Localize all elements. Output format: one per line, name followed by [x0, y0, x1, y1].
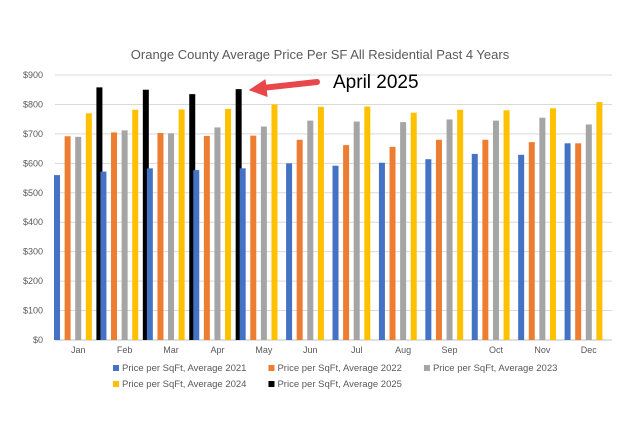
bar: [389, 146, 396, 340]
bar: [446, 119, 453, 340]
x-tick-label: Feb: [117, 345, 133, 355]
y-tick-label: $900: [23, 70, 43, 80]
bar: [121, 130, 128, 340]
y-tick-label: $400: [23, 217, 43, 227]
y-tick-label: $0: [33, 335, 43, 345]
bar: [410, 112, 417, 340]
bar: [168, 133, 175, 340]
legend-swatch: [268, 381, 275, 387]
bar: [54, 175, 61, 340]
bar: [425, 159, 432, 340]
legend-label: Price per SqFt, Average 2023: [433, 363, 557, 374]
bar: [364, 106, 371, 340]
bar: [250, 135, 257, 340]
bar: [271, 104, 278, 340]
bar: [332, 165, 339, 340]
bar: [564, 143, 571, 340]
legend-label: Price per SqFt, Average 2025: [277, 379, 401, 390]
bar: [132, 109, 139, 340]
x-tick-label: Mar: [163, 345, 179, 355]
x-tick-label: May: [255, 345, 273, 355]
bar: [378, 162, 385, 340]
y-tick-label: $600: [23, 158, 43, 168]
legend-label: Price per SqFt, Average 2022: [277, 363, 401, 374]
bar: [518, 154, 525, 340]
y-tick-label: $800: [23, 99, 43, 109]
bar: [96, 87, 103, 340]
bar: [596, 102, 603, 340]
bar: [503, 110, 510, 340]
bar: [471, 153, 478, 340]
x-tick-label: Jun: [303, 345, 318, 355]
x-tick-label: Nov: [534, 345, 551, 355]
x-tick-label: Apr: [210, 345, 224, 355]
chart-title: Orange County Average Price Per SF All R…: [131, 47, 510, 62]
bar: [435, 139, 442, 340]
x-tick-label: Jul: [351, 345, 363, 355]
y-tick-label: $200: [23, 276, 43, 286]
bar: [482, 139, 489, 340]
bar: [260, 126, 267, 341]
annotation-arrow-head: [248, 79, 268, 97]
bar: [575, 143, 582, 340]
bar: [64, 136, 71, 340]
bar: [286, 163, 293, 340]
x-tick-label: Aug: [395, 345, 411, 355]
legend-swatch: [113, 381, 119, 387]
bar: [85, 113, 92, 341]
bar: [146, 168, 153, 340]
x-tick-label: Jan: [71, 345, 86, 355]
bar: [549, 108, 556, 341]
bar: [235, 89, 242, 340]
y-axis-ticks: $0 $100 $200 $300 $400 $500 $600 $700 $800 $900: [23, 70, 43, 345]
annotation: April 2025: [248, 72, 419, 97]
bar: [539, 117, 546, 340]
bar: [178, 109, 185, 340]
bar: [214, 127, 221, 341]
annotation-label: April 2025: [333, 72, 419, 93]
bar: [203, 135, 210, 340]
bar: [193, 170, 200, 340]
legend-swatch: [113, 365, 119, 371]
bar: [353, 121, 360, 341]
legend-label: Price per SqFt, Average 2021: [122, 363, 246, 374]
legend-swatch: [423, 365, 430, 371]
bar: [317, 106, 324, 340]
bar: [585, 124, 592, 340]
bar: [307, 120, 314, 340]
y-tick-label: $500: [23, 188, 43, 198]
bars: [54, 87, 603, 341]
y-tick-label: $300: [23, 247, 43, 257]
y-tick-label: $700: [23, 129, 43, 139]
bar: [142, 89, 149, 340]
bar: [296, 139, 303, 340]
bar: [239, 168, 246, 340]
bar: [492, 120, 499, 340]
bar: [75, 136, 82, 340]
bar: [400, 122, 407, 340]
x-axis-ticks: Jan Feb Mar Apr May Jun Jul Aug Sep Oct Nov Dec: [71, 345, 597, 355]
legend-swatch: [268, 365, 275, 371]
annotation-arrow-shaft: [259, 79, 320, 91]
y-tick-label: $100: [23, 306, 43, 316]
x-tick-label: Oct: [489, 345, 504, 355]
x-tick-label: Sep: [442, 345, 458, 355]
bar: [111, 132, 118, 340]
bar: [100, 171, 107, 340]
bar: [457, 109, 464, 340]
bar: [157, 133, 164, 340]
x-tick-label: Dec: [581, 345, 598, 355]
bar: [528, 142, 535, 340]
bar: [225, 108, 232, 340]
legend-label: Price per SqFt, Average 2024: [122, 379, 246, 390]
bar: [189, 94, 196, 340]
bar: [343, 145, 350, 340]
legend: Price per SqFt, Average 2021 Price per Sq…: [113, 363, 557, 390]
